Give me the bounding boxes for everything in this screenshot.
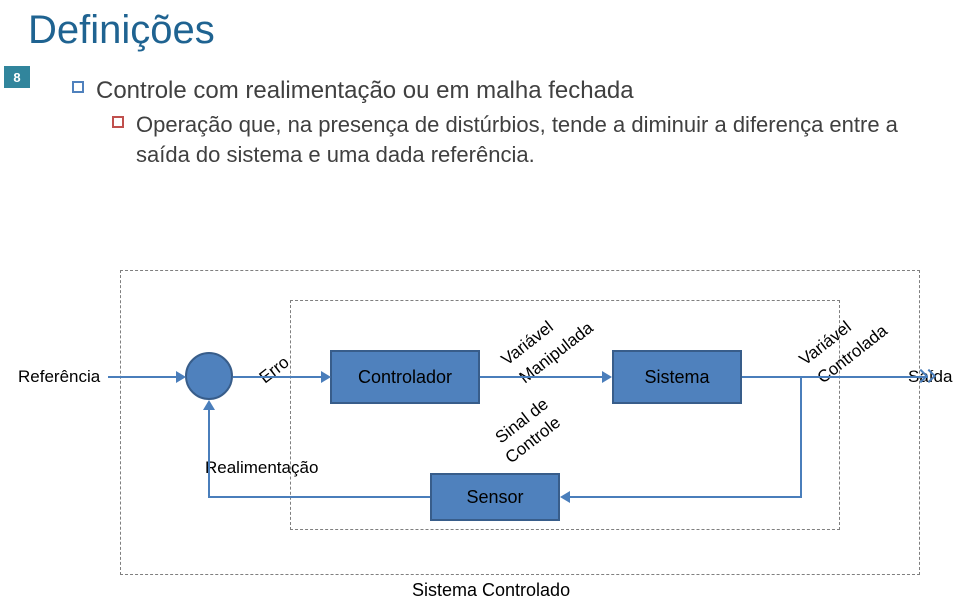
line-sum-to-ctrl: [233, 376, 323, 378]
block-sensor-label: Sensor: [466, 487, 523, 508]
line-out-down: [800, 376, 802, 498]
slide-number-badge: 8: [4, 66, 30, 88]
bullet-sub: Operação que, na presença de distúrbios,…: [112, 110, 902, 169]
block-system-label: Sistema: [644, 367, 709, 388]
bullet-main-text: Controle com realimentação ou em malha f…: [96, 75, 634, 107]
arrow-to-sensor: [560, 491, 570, 503]
block-controller-label: Controlador: [358, 367, 452, 388]
line-down-to-sensor: [570, 496, 802, 498]
bullet-main: Controle com realimentação ou em malha f…: [72, 75, 892, 107]
block-controller: Controlador: [330, 350, 480, 404]
line-ref-to-sum: [108, 376, 178, 378]
arrow-ref-to-sum: [176, 371, 186, 383]
arrow-feedback-to-sum: [203, 400, 215, 410]
block-sensor: Sensor: [430, 473, 560, 521]
label-system-controlled: Sistema Controlado: [412, 580, 570, 601]
page-title: Definições: [28, 8, 215, 53]
line-sys-to-out: [742, 376, 928, 378]
bullet-icon: [72, 81, 84, 93]
line-sensor-left: [208, 496, 430, 498]
arrow-sum-to-ctrl: [321, 371, 331, 383]
bullet-icon: [112, 116, 124, 128]
label-reference: Referência: [18, 367, 100, 387]
line-ctrl-to-sys: [480, 376, 604, 378]
label-feedback: Realimentação: [205, 458, 318, 478]
block-system: Sistema: [612, 350, 742, 404]
arrow-ctrl-to-sys: [602, 371, 612, 383]
bullet-sub-text: Operação que, na presença de distúrbios,…: [136, 110, 902, 169]
line-feedback-up: [208, 410, 210, 498]
summing-junction: [185, 352, 233, 400]
